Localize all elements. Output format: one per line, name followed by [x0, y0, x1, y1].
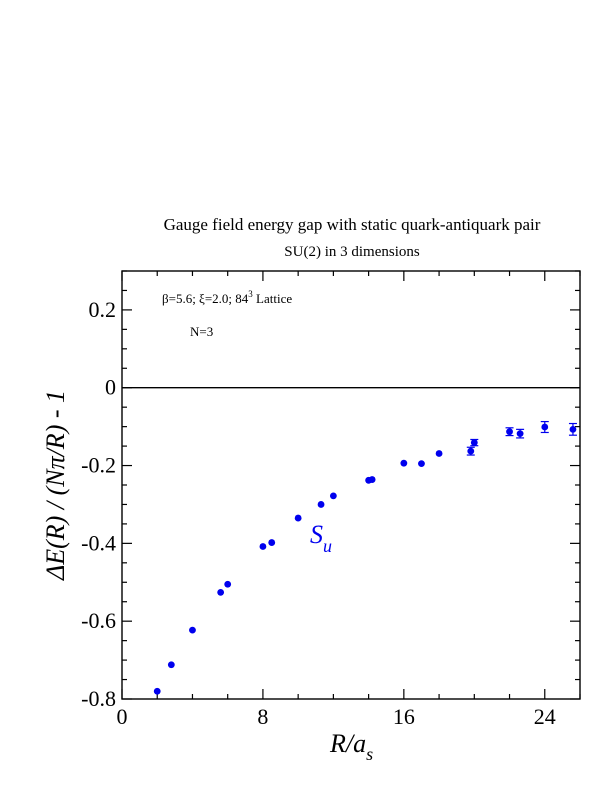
y-tick-label: -0.2: [81, 453, 116, 478]
series-label-main: S: [310, 520, 323, 549]
point-marker: [435, 450, 443, 457]
chart-title: Gauge field energy gap with static quark…: [164, 215, 541, 234]
y-tick-label: -0.4: [81, 530, 116, 555]
x-tick-label: 0: [117, 704, 128, 729]
point-marker: [224, 580, 232, 588]
data-point: [224, 580, 232, 588]
n-annotation: N=3: [190, 324, 213, 339]
x-axis-label-main: R/a: [329, 729, 366, 758]
params-text: β=5.6; ξ=2.0; 84: [162, 291, 249, 306]
series-label-sub: u: [323, 536, 332, 556]
point-marker: [541, 423, 549, 431]
data-point: [153, 687, 161, 695]
data-point: [317, 501, 325, 508]
point-marker: [400, 459, 408, 467]
point-marker: [467, 447, 475, 455]
point-marker: [470, 439, 478, 446]
params-superscript: 3: [248, 289, 253, 299]
data-point: [466, 446, 475, 456]
y-tick-label: -0.6: [81, 608, 116, 633]
data-point: [540, 420, 549, 434]
x-axis-label-sub: s: [366, 744, 373, 764]
data-point: [294, 514, 302, 522]
point-marker: [189, 626, 196, 634]
y-axis-label: ΔE(R) / (Nπ/R) - 1: [41, 390, 70, 581]
point-marker: [259, 543, 267, 550]
data-point: [368, 476, 376, 483]
point-marker: [317, 501, 325, 508]
y-tick-label: 0: [105, 375, 116, 400]
data-point: [329, 492, 337, 500]
x-axis-label: R/as: [329, 729, 373, 764]
chart-subtitle: SU(2) in 3 dimensions: [284, 244, 420, 260]
data-point: [418, 460, 425, 467]
data-point: [505, 427, 514, 437]
point-marker: [418, 460, 425, 467]
data-point: [516, 428, 525, 439]
params-suffix: Lattice: [253, 291, 293, 306]
point-marker: [217, 588, 225, 596]
data-point: [217, 588, 225, 596]
data-points-layer: [153, 420, 577, 695]
x-tick-label: 24: [534, 704, 556, 729]
point-marker: [368, 476, 376, 483]
point-marker: [329, 492, 337, 500]
x-tick-label: 16: [393, 704, 415, 729]
data-point: [189, 626, 196, 634]
series-label: Su: [310, 520, 332, 556]
data-point: [268, 539, 276, 546]
data-point: [259, 543, 267, 550]
point-marker: [516, 430, 524, 438]
data-point: [167, 661, 175, 669]
data-point: [470, 438, 479, 447]
x-tick-label: 8: [257, 704, 268, 729]
point-marker: [268, 539, 276, 546]
point-marker: [569, 425, 577, 433]
y-tick-label: -0.8: [81, 686, 116, 711]
params-annotation: β=5.6; ξ=2.0; 843 Lattice: [162, 289, 292, 306]
data-point: [435, 450, 443, 457]
point-marker: [294, 514, 302, 522]
axes-layer: 0 8 16 24 -0.8 -0.6 -0.4 -0.2 0 0.2: [81, 270, 581, 729]
data-point: [568, 422, 577, 436]
point-marker: [506, 428, 513, 436]
y-tick-label: 0.2: [89, 297, 117, 322]
point-marker: [167, 661, 175, 669]
point-marker: [153, 687, 161, 695]
data-point: [400, 459, 408, 467]
